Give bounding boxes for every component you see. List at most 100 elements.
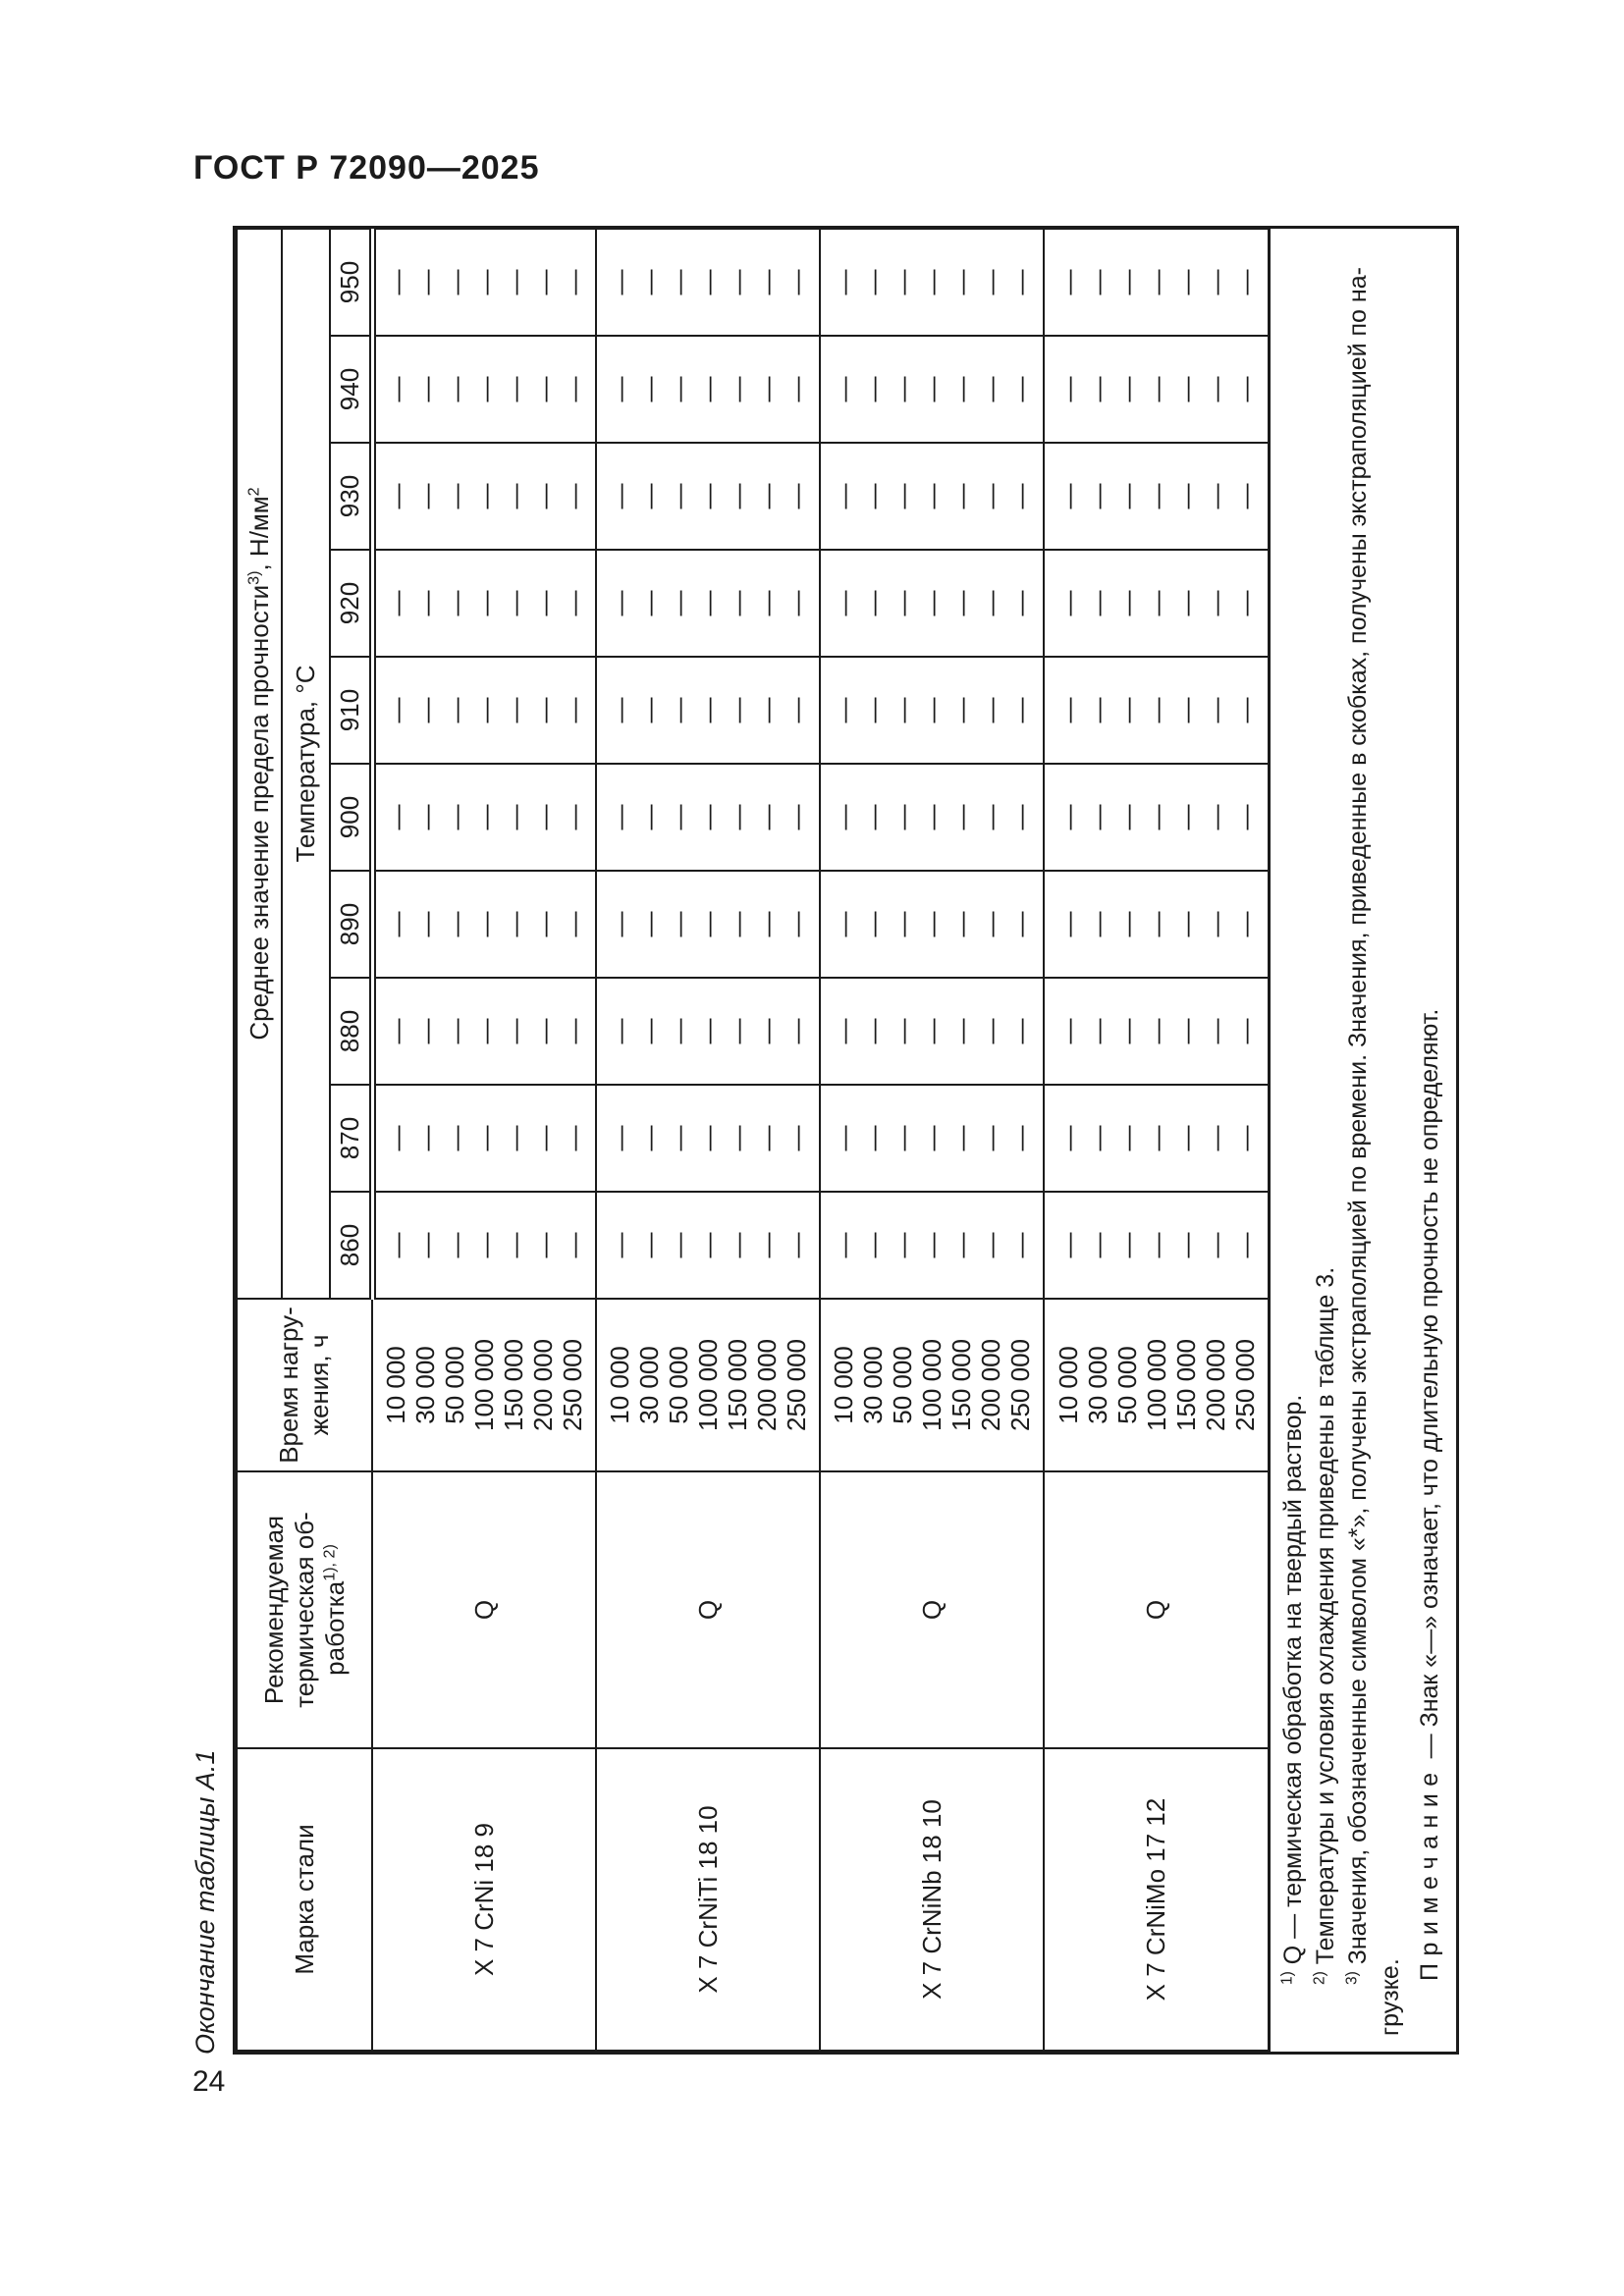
dash-value: — xyxy=(529,1232,560,1258)
strength-value-cell: — — — — — — — xyxy=(596,657,820,764)
dash-value: — xyxy=(605,1232,634,1258)
dash-value: — xyxy=(605,1125,634,1151)
temp-header-cell: 860 xyxy=(330,1192,372,1299)
dash-value: — xyxy=(723,1125,752,1151)
dash-value: — xyxy=(1200,269,1230,295)
strength-value-cell: — — — — — — — xyxy=(372,229,596,336)
dash-value: — xyxy=(1229,804,1260,830)
dash-value: — xyxy=(470,1232,501,1258)
strength-value-cell: — — — — — — — xyxy=(596,1085,820,1192)
dash-value: — xyxy=(947,1232,976,1258)
dash-value: — xyxy=(382,1232,412,1258)
dash-value: — xyxy=(382,1125,412,1151)
dash-value: — xyxy=(888,911,917,937)
dash-value: — xyxy=(917,804,947,830)
load-time-cell: 10 000 30 000 50 000 100 000 150 000 200 000 2… xyxy=(1044,1299,1268,1471)
dash-value: — xyxy=(1082,269,1112,295)
dash-value: — xyxy=(605,376,634,402)
dash-value: — xyxy=(976,1232,1005,1258)
dash-value: — xyxy=(411,911,442,937)
dash-value: — xyxy=(693,804,723,830)
dash-value: — xyxy=(500,590,530,616)
dash-value: — xyxy=(723,697,752,723)
dash-value: — xyxy=(1229,1232,1260,1258)
load-time-value: 10 000 xyxy=(829,1346,858,1424)
dash-value: — xyxy=(947,804,976,830)
dash-value: — xyxy=(723,1232,752,1258)
dash-value: — xyxy=(1229,697,1260,723)
load-time-value: 30 000 xyxy=(858,1346,888,1424)
dash-value: — xyxy=(917,1232,947,1258)
footnote-sup: 2) xyxy=(1311,1971,1328,1985)
dash-value: — xyxy=(1005,590,1035,616)
dash-value: — xyxy=(1141,483,1171,509)
note-label: Примечание xyxy=(1416,1765,1443,1981)
note-line: Примечание — Знак «—» означает, что длит… xyxy=(1414,244,1446,2036)
temp-header-cell: 940 xyxy=(330,336,372,443)
dash-value: — xyxy=(1111,1018,1142,1044)
grade-cell: X 7 CrNiTi 18 10 xyxy=(596,1748,820,2051)
dash-value: — xyxy=(782,804,811,830)
load-time-value: 200 000 xyxy=(528,1339,558,1431)
dash-value: — xyxy=(976,376,1005,402)
dash-value: — xyxy=(782,590,811,616)
dash-value: — xyxy=(1170,697,1201,723)
strength-value-cell: — — — — — — — xyxy=(820,764,1044,871)
dash-value: — xyxy=(605,697,634,723)
dash-value: — xyxy=(411,1125,442,1151)
dash-value: — xyxy=(1082,376,1112,402)
dash-value: — xyxy=(1111,590,1142,616)
dash-value: — xyxy=(529,269,560,295)
dash-value: — xyxy=(1053,376,1083,402)
dash-value: — xyxy=(634,911,664,937)
dash-value: — xyxy=(782,269,811,295)
dash-value: — xyxy=(829,804,858,830)
strength-value-cell: — — — — — — — xyxy=(820,550,1044,657)
dash-value: — xyxy=(559,911,589,937)
dash-value: — xyxy=(634,590,664,616)
dash-value: — xyxy=(829,376,858,402)
strength-value-cell: — — — — — — — xyxy=(372,1085,596,1192)
dash-value: — xyxy=(752,1232,782,1258)
table-frame: Марка стали Рекомендуемая термическая об… xyxy=(233,226,1459,2055)
temp-header-cell: 950 xyxy=(330,229,372,336)
dash-value: — xyxy=(1200,590,1230,616)
load-time-value: 200 000 xyxy=(976,1339,1005,1431)
dash-value: — xyxy=(1141,911,1171,937)
treatment-header-sup: 1), 2) xyxy=(319,1544,338,1581)
dash-value: — xyxy=(529,697,560,723)
dash-value: — xyxy=(917,1018,947,1044)
dash-value: — xyxy=(1111,269,1142,295)
dash-value: — xyxy=(382,376,412,402)
dash-value: — xyxy=(917,911,947,937)
dash-value: — xyxy=(470,483,501,509)
dash-value: — xyxy=(470,911,501,937)
dash-value: — xyxy=(829,911,858,937)
temp-header-cell: 920 xyxy=(330,550,372,657)
strength-value-cell: — — — — — — — xyxy=(1044,550,1268,657)
strength-value-cell: — — — — — — — xyxy=(820,229,1044,336)
load-time-header-label: Время нагру- жения, ч xyxy=(274,1307,334,1464)
dash-value: — xyxy=(723,804,752,830)
dash-value: — xyxy=(1111,483,1142,509)
dash-value: — xyxy=(858,590,888,616)
load-time-value: 50 000 xyxy=(888,1346,917,1424)
dash-value: — xyxy=(917,483,947,509)
dash-value: — xyxy=(382,483,412,509)
dash-value: — xyxy=(529,590,560,616)
load-time-value: 150 000 xyxy=(1170,1339,1201,1431)
dash-value: — xyxy=(888,697,917,723)
dash-value: — xyxy=(605,804,634,830)
dash-value: — xyxy=(1053,483,1083,509)
dash-value: — xyxy=(559,590,589,616)
dash-value: — xyxy=(441,1232,471,1258)
grade-header-cell: Марка стали xyxy=(237,1748,372,2051)
strength-value-cell: — — — — — — — xyxy=(1044,657,1268,764)
load-time-value: 200 000 xyxy=(752,1339,782,1431)
dash-value: — xyxy=(1141,1232,1171,1258)
dash-value: — xyxy=(529,1018,560,1044)
strength-value-cell: — — — — — — — xyxy=(1044,443,1268,550)
temp-header-cell: 910 xyxy=(330,657,372,764)
dash-value: — xyxy=(664,911,693,937)
dash-value: — xyxy=(1141,269,1171,295)
